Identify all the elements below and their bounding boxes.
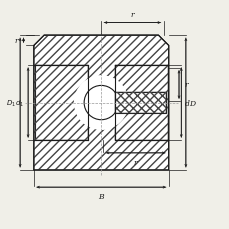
Polygon shape (114, 65, 167, 141)
Text: d: d (184, 99, 189, 107)
Text: r: r (133, 158, 137, 166)
Text: $D_1$: $D_1$ (6, 98, 16, 108)
Bar (114, 93, 165, 114)
Polygon shape (34, 65, 87, 141)
Text: r: r (130, 11, 134, 19)
Text: r: r (183, 81, 187, 89)
Text: B: B (98, 192, 104, 200)
Circle shape (84, 86, 118, 120)
Circle shape (74, 76, 128, 131)
Bar (114, 93, 165, 114)
Text: D: D (188, 99, 195, 107)
Polygon shape (34, 36, 168, 170)
Text: $d_1$: $d_1$ (15, 98, 24, 108)
Text: r: r (15, 37, 19, 45)
